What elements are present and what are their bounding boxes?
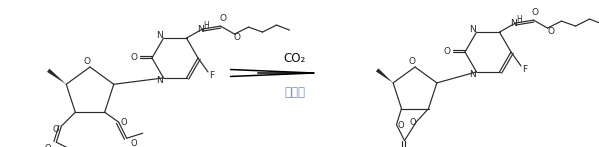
Text: O: O — [409, 57, 416, 66]
Text: F: F — [522, 66, 528, 75]
Text: O: O — [219, 14, 226, 23]
Text: O: O — [83, 57, 90, 66]
Text: O: O — [397, 121, 404, 130]
Polygon shape — [47, 69, 66, 84]
Polygon shape — [376, 68, 393, 83]
Text: CO₂: CO₂ — [284, 51, 306, 65]
Text: O: O — [131, 139, 137, 147]
Text: O: O — [532, 8, 539, 17]
Text: N: N — [197, 25, 204, 34]
Text: H: H — [516, 15, 522, 24]
Text: O: O — [131, 54, 138, 62]
Text: O: O — [547, 27, 554, 36]
Text: N: N — [156, 76, 163, 85]
Text: H: H — [204, 21, 209, 30]
Text: N: N — [510, 19, 517, 28]
Text: N: N — [469, 70, 476, 79]
Text: N: N — [156, 31, 163, 40]
Text: O: O — [443, 47, 450, 56]
Text: O: O — [45, 144, 52, 147]
Text: O: O — [409, 118, 416, 127]
Text: 有机碱: 有机碱 — [285, 86, 305, 100]
Text: O: O — [234, 33, 241, 42]
Text: F: F — [210, 71, 214, 81]
Text: O: O — [120, 118, 127, 127]
Text: N: N — [469, 25, 476, 34]
Text: O: O — [53, 125, 60, 134]
